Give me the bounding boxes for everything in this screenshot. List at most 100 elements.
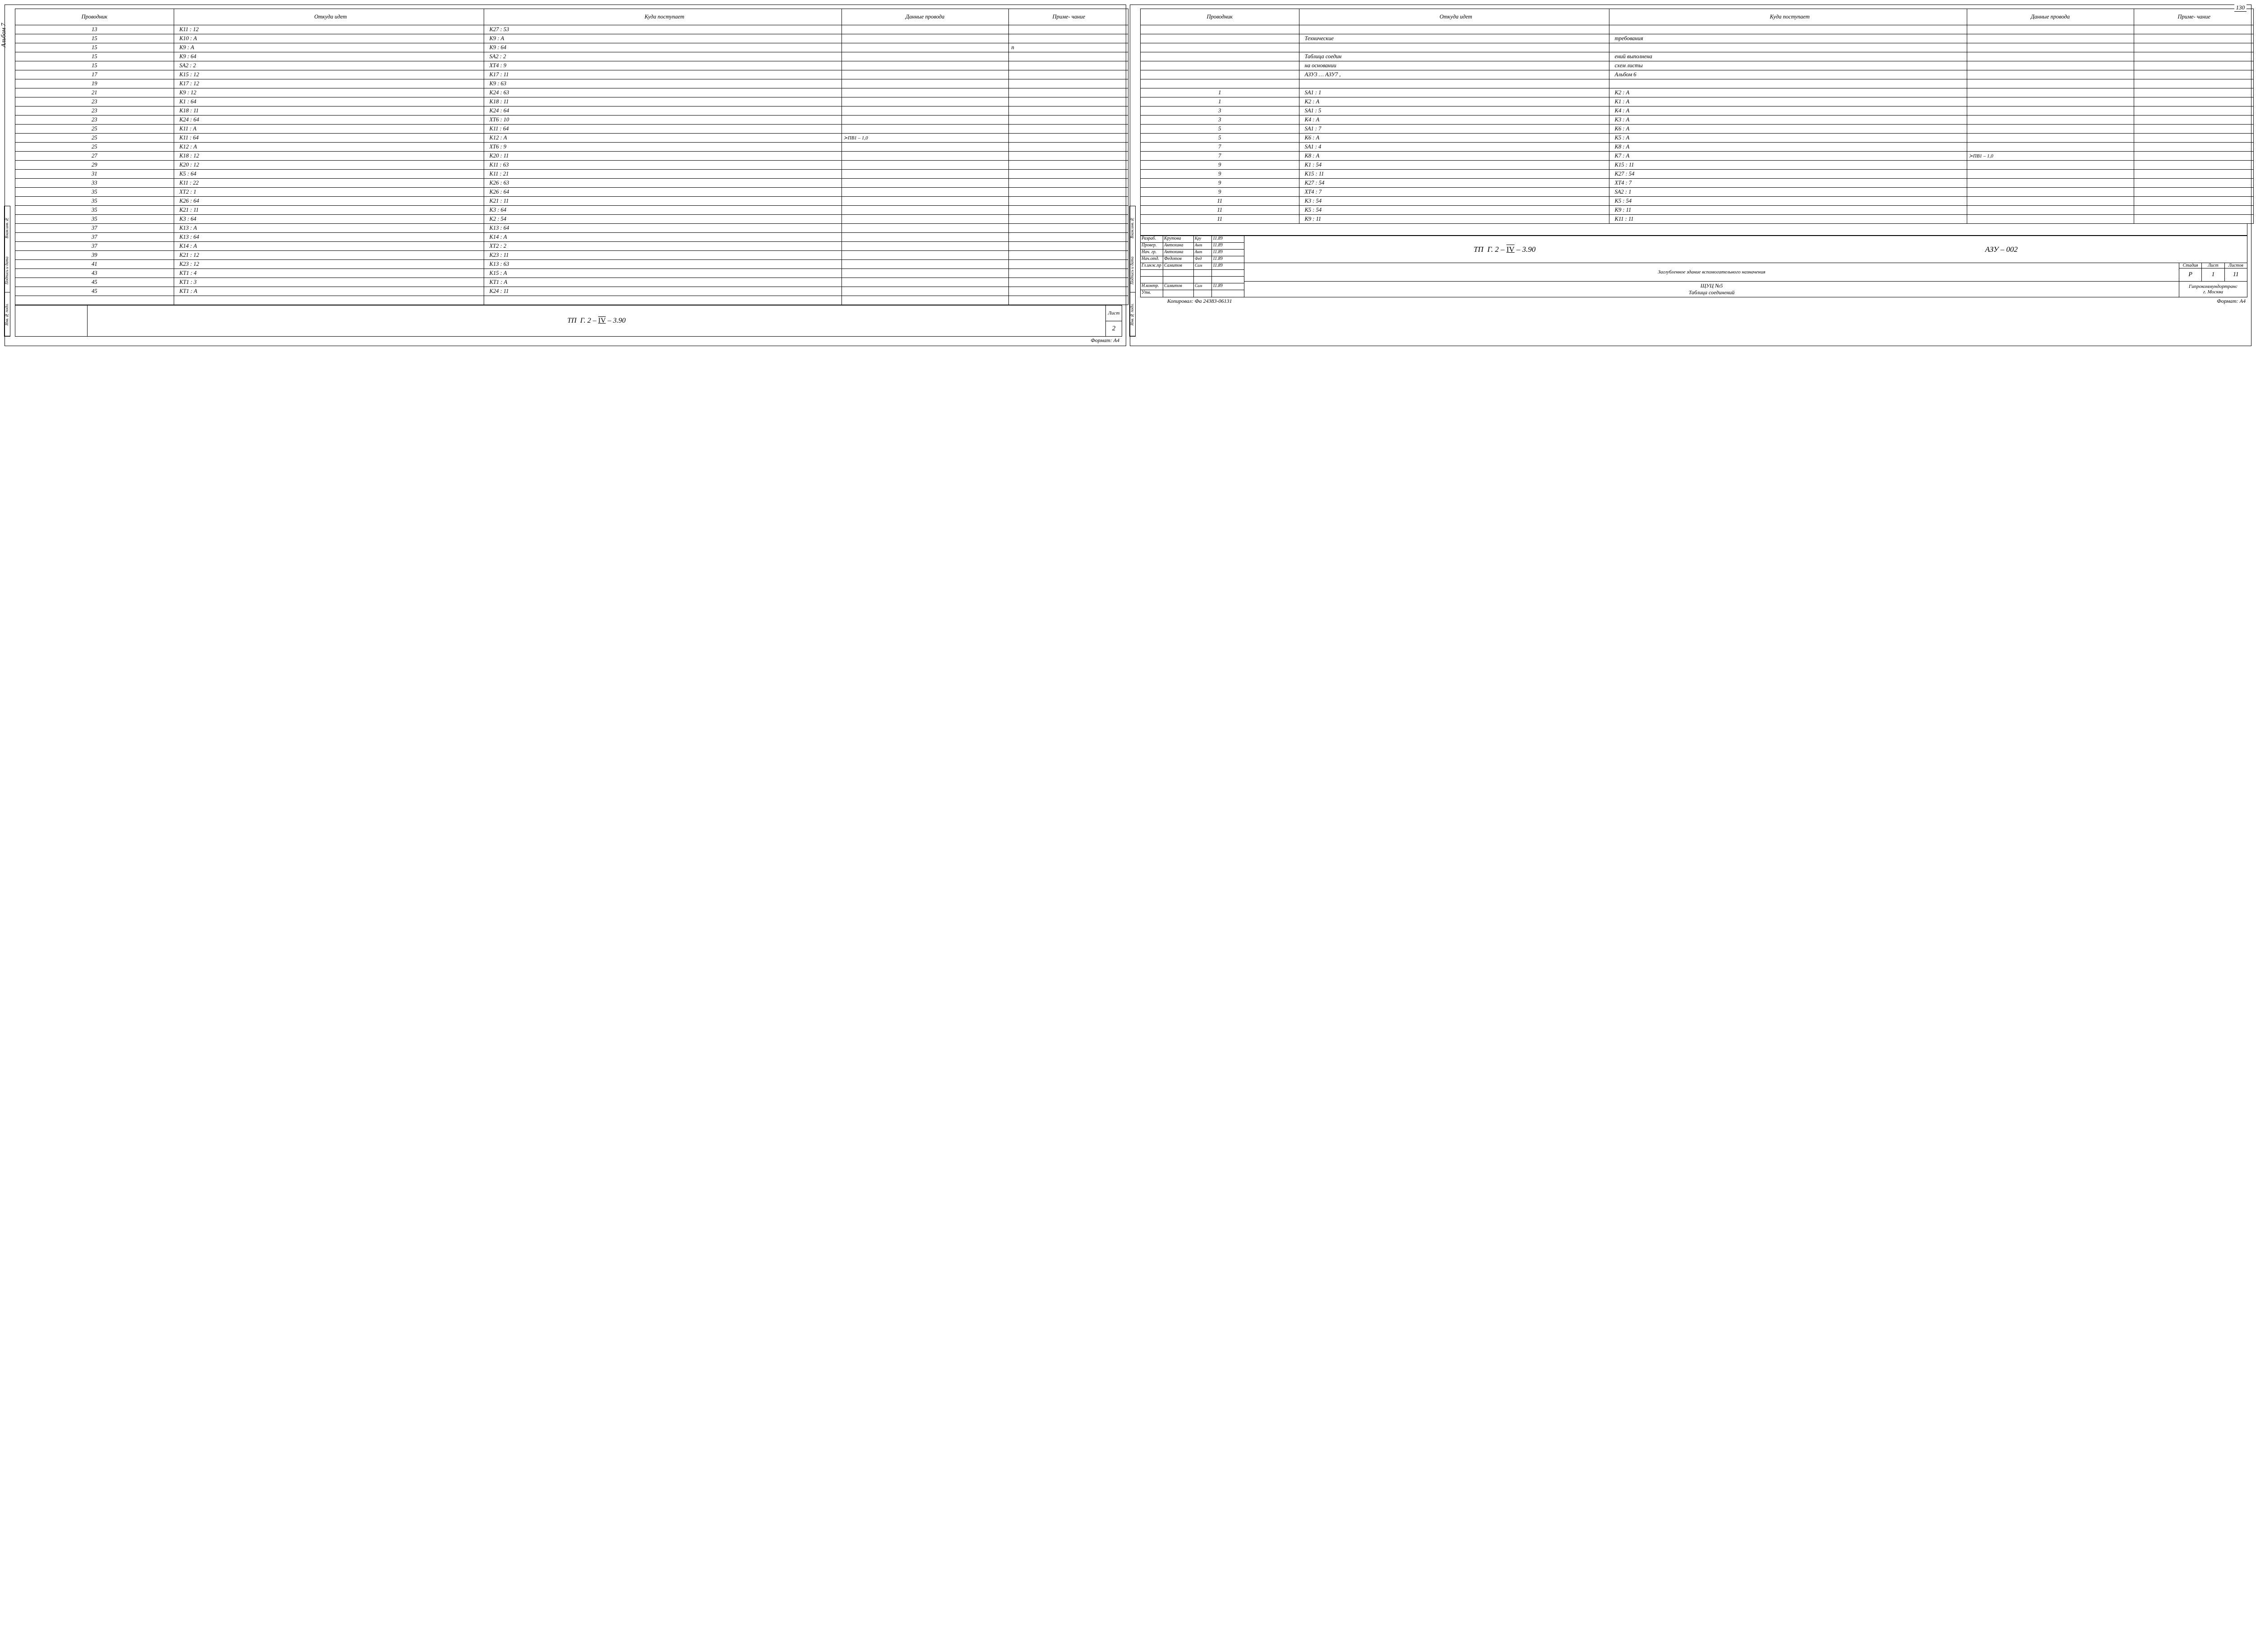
cell xyxy=(2134,88,2253,97)
cell xyxy=(841,125,1008,134)
cell xyxy=(841,61,1008,70)
cell: К26 : 64 xyxy=(484,188,841,197)
cell: 23 xyxy=(15,106,174,116)
cell: 17 xyxy=(15,70,174,79)
table-row: 11К5 : 54К9 : 11 xyxy=(1141,206,2254,215)
cell xyxy=(1967,161,2134,170)
cell: схем листы xyxy=(1609,61,1967,70)
table-row: 33К11 : 22К26 : 63 xyxy=(15,179,1128,188)
cell xyxy=(1141,61,1299,70)
sig-cell: Н.контр. xyxy=(1141,283,1163,290)
table-row: 25К11 : АК11 : 64 xyxy=(15,125,1128,134)
cell xyxy=(1008,233,1128,242)
cell xyxy=(841,242,1008,251)
signature-row: Утв. xyxy=(1141,290,1244,297)
cell: К9 : А xyxy=(174,43,484,52)
cell: К9 : 64 xyxy=(174,52,484,61)
table-row: 9К1 : 54К15 : 11 xyxy=(1141,161,2254,170)
doc-code: АЗУ – 002 xyxy=(1985,245,2018,254)
org-name: Гипрокоммундортрансг. Москва xyxy=(2179,282,2247,297)
cell xyxy=(1609,25,1967,34)
table-row: 31К5 : 64К11 : 21 xyxy=(15,170,1128,179)
cell xyxy=(841,152,1008,161)
cell xyxy=(841,197,1008,206)
sig-cell: 11.89 xyxy=(1212,236,1226,242)
cell: ХТ4 : 9 xyxy=(484,61,841,70)
cell: К9 : А xyxy=(484,34,841,43)
cell: 7 xyxy=(1141,152,1299,161)
cell: КТ1 : А xyxy=(174,287,484,296)
stamp-cell: Подпись и дата xyxy=(5,249,10,292)
project-code-tb: ТП Г. 2 – IV – 3.90 xyxy=(1474,245,1535,254)
th-prov: Проводник xyxy=(1141,9,1299,25)
stamp-column-left: Взам.инв.№ Подпись и дата Инв.№ подл. xyxy=(4,206,10,337)
cell xyxy=(1967,88,2134,97)
cell xyxy=(841,233,1008,242)
table-row xyxy=(15,296,1128,305)
cell xyxy=(1008,188,1128,197)
cell: 23 xyxy=(15,116,174,125)
cell: К11 : 22 xyxy=(174,179,484,188)
sheets-label: Листов xyxy=(2225,263,2247,268)
cell: 29 xyxy=(15,161,174,170)
object-name: ЩУЦ №5Таблица соединений xyxy=(1244,282,2179,297)
cell: К24 : 64 xyxy=(174,116,484,125)
cell: К5 : 54 xyxy=(1299,206,1609,215)
cell: Таблица соедин xyxy=(1299,52,1609,61)
sig-cell xyxy=(1141,277,1163,283)
cell xyxy=(2134,61,2253,70)
cell xyxy=(1008,197,1128,206)
cell: К11 : 63 xyxy=(484,161,841,170)
table-row: 3SA1 : 5К4 : А xyxy=(1141,106,2254,116)
table-row: 13К11 : 12К27 : 53 xyxy=(15,25,1128,34)
table-row: 41К23 : 12К13 : 63 xyxy=(15,260,1128,269)
cell xyxy=(1008,206,1128,215)
table-row: 45КТ1 : АК24 : 11 xyxy=(15,287,1128,296)
cell: К14 : А xyxy=(174,242,484,251)
cell xyxy=(1008,269,1128,278)
sig-cell xyxy=(1194,290,1212,297)
cell xyxy=(1141,34,1299,43)
signature-row xyxy=(1141,270,1244,277)
cell: Технические xyxy=(1299,34,1609,43)
cell: К8 : А xyxy=(1609,143,1967,152)
table-row: 23К1 : 64К18 : 11 xyxy=(15,97,1128,106)
cell: ХТ4 : 7 xyxy=(1609,179,1967,188)
cell xyxy=(1967,34,2134,43)
copied-by: Копировал: Фа 24383-06131 xyxy=(1167,298,1232,305)
cell: К2 : А xyxy=(1299,97,1609,106)
cell: АЗУ3 … АЗУ7 , xyxy=(1299,70,1609,79)
cell xyxy=(1008,88,1128,97)
table-row: 7SA1 : 4К8 : А xyxy=(1141,143,2254,152)
cell xyxy=(1141,70,1299,79)
cell: п xyxy=(1008,43,1128,52)
cell: 9 xyxy=(1141,161,1299,170)
sig-cell: Утв. xyxy=(1141,290,1163,297)
cell xyxy=(174,296,484,305)
cell: требования xyxy=(1609,34,1967,43)
sig-cell: Ант xyxy=(1194,250,1212,256)
cell: К3 : 64 xyxy=(174,215,484,224)
cell: ХТ4 : 7 xyxy=(1299,188,1609,197)
table-row: 45КТ1 : 3КТ1 : А xyxy=(15,278,1128,287)
table-row: 27К18 : 12К20 : 11 xyxy=(15,152,1128,161)
cell xyxy=(1008,25,1128,34)
cell: К12 : А xyxy=(174,143,484,152)
table-row: 9К15 : 11К27 : 54 xyxy=(1141,170,2254,179)
sig-cell: 11.89 xyxy=(1212,283,1226,290)
right-sheet: 130 Взам.инв.№ Подпись и дата Инв.№ подл… xyxy=(1130,5,2251,346)
cell: К7 : А xyxy=(1609,152,1967,161)
cell: К11 : 64 xyxy=(174,134,484,143)
sig-cell: Нач.отд. xyxy=(1141,256,1163,263)
table-row: 15К9 : АК9 : 64п xyxy=(15,43,1128,52)
cell xyxy=(2134,197,2253,206)
cell: Альбом 6 xyxy=(1609,70,1967,79)
stage-value: Р xyxy=(2179,268,2202,281)
cell: 9 xyxy=(1141,188,1299,197)
cell xyxy=(1008,260,1128,269)
cell: 45 xyxy=(15,278,174,287)
cell xyxy=(1008,287,1128,296)
page-number: 130 xyxy=(2234,4,2247,12)
cell xyxy=(1967,61,2134,70)
cell: 19 xyxy=(15,79,174,88)
